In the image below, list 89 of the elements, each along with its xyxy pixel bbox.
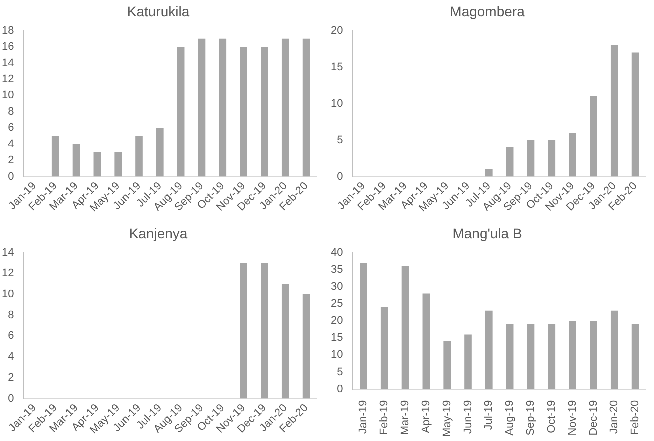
- y-tick-label: 0: [8, 170, 14, 183]
- bar: [261, 47, 268, 177]
- y-tick-label: 20: [330, 24, 344, 37]
- y-tick-label: 14: [2, 57, 14, 70]
- bar: [486, 310, 493, 390]
- bar: [422, 294, 430, 390]
- y-tick-label: 12: [2, 73, 14, 86]
- y-tick-label: 5: [337, 134, 344, 146]
- bar: [94, 152, 102, 177]
- bar: [590, 96, 598, 177]
- bar: [302, 38, 310, 177]
- y-tick-label: 5: [337, 366, 344, 378]
- bar: [527, 324, 535, 390]
- bar: [198, 38, 206, 177]
- x-tick-label: May-19: [441, 400, 454, 438]
- y-tick-label: 15: [330, 332, 344, 344]
- bar: [610, 45, 618, 177]
- x-tick-label: Jun-19: [462, 400, 474, 434]
- y-tick-label: 8: [8, 309, 14, 322]
- x-tick-label: Sep-19: [525, 400, 538, 436]
- y-tick-label: 4: [8, 351, 14, 364]
- x-tick-label: Nov-19: [566, 400, 579, 436]
- y-tick-label: 10: [330, 98, 344, 110]
- y-tick-label: 0: [8, 392, 14, 405]
- y-tick-label: 25: [330, 298, 344, 310]
- bar: [177, 47, 185, 177]
- y-tick-label: 0: [337, 170, 344, 183]
- chart-title: Katurukila: [127, 3, 190, 20]
- bar: [219, 38, 227, 177]
- bar: [402, 266, 410, 390]
- bar: [548, 324, 556, 390]
- x-tick-label: Jan-19: [358, 400, 370, 434]
- bar: [136, 136, 143, 177]
- x-tick-label: Oct-19: [546, 400, 558, 434]
- bar: [380, 307, 388, 390]
- x-tick-label: Feb-19: [378, 400, 391, 436]
- y-tick-label: 2: [8, 154, 14, 167]
- bar: [240, 263, 248, 399]
- y-tick-label: 30: [330, 280, 344, 293]
- bar: [240, 47, 248, 177]
- x-tick-label: Mar-19: [400, 400, 412, 436]
- bar: [444, 342, 451, 390]
- y-tick-label: 4: [8, 138, 14, 150]
- bar: [506, 324, 514, 390]
- bar: [52, 136, 60, 177]
- y-tick-label: 18: [2, 24, 14, 37]
- y-tick-label: 16: [2, 41, 14, 54]
- bar: [114, 152, 122, 177]
- bar: [156, 128, 164, 177]
- x-tick-label: Dec-19: [588, 400, 600, 436]
- bar: [590, 321, 598, 390]
- y-tick-label: 14: [2, 246, 14, 259]
- x-tick-label: Aug-19: [504, 400, 516, 436]
- x-tick-label: Jul-19: [483, 400, 496, 430]
- bar: [464, 334, 472, 390]
- bar: [302, 294, 310, 399]
- bar: [548, 140, 556, 177]
- chart-title: Mang'ula B: [452, 225, 522, 242]
- bar: [486, 169, 493, 177]
- bar: [610, 310, 618, 390]
- y-tick-label: 35: [330, 264, 344, 276]
- bar: [506, 148, 514, 177]
- chart-title: Magombera: [450, 3, 526, 20]
- bar: [632, 52, 640, 177]
- y-tick-label: 10: [330, 349, 344, 362]
- y-tick-label: 2: [8, 372, 14, 384]
- y-tick-label: 10: [2, 90, 14, 102]
- y-tick-label: 6: [8, 122, 14, 134]
- bar: [282, 284, 290, 399]
- x-tick-label: Feb-20: [630, 400, 642, 436]
- y-tick-label: 15: [330, 61, 344, 74]
- chart-title: Kanjenya: [129, 225, 188, 242]
- bar: [569, 321, 576, 390]
- bar: [527, 140, 535, 177]
- y-tick-label: 0: [337, 383, 344, 396]
- bar: [282, 38, 290, 177]
- bar: [632, 324, 640, 390]
- x-tick-label: Jan-20: [608, 400, 621, 434]
- x-tick-label: Apr-19: [420, 400, 432, 434]
- y-tick-label: 40: [330, 246, 344, 259]
- bar: [360, 263, 368, 390]
- y-tick-label: 20: [330, 315, 344, 328]
- y-tick-label: 12: [2, 268, 14, 280]
- y-tick-label: 8: [8, 106, 14, 118]
- y-tick-label: 6: [8, 330, 14, 342]
- bar: [261, 263, 268, 399]
- y-tick-label: 10: [2, 288, 14, 301]
- bar: [72, 144, 80, 177]
- bar: [569, 132, 576, 177]
